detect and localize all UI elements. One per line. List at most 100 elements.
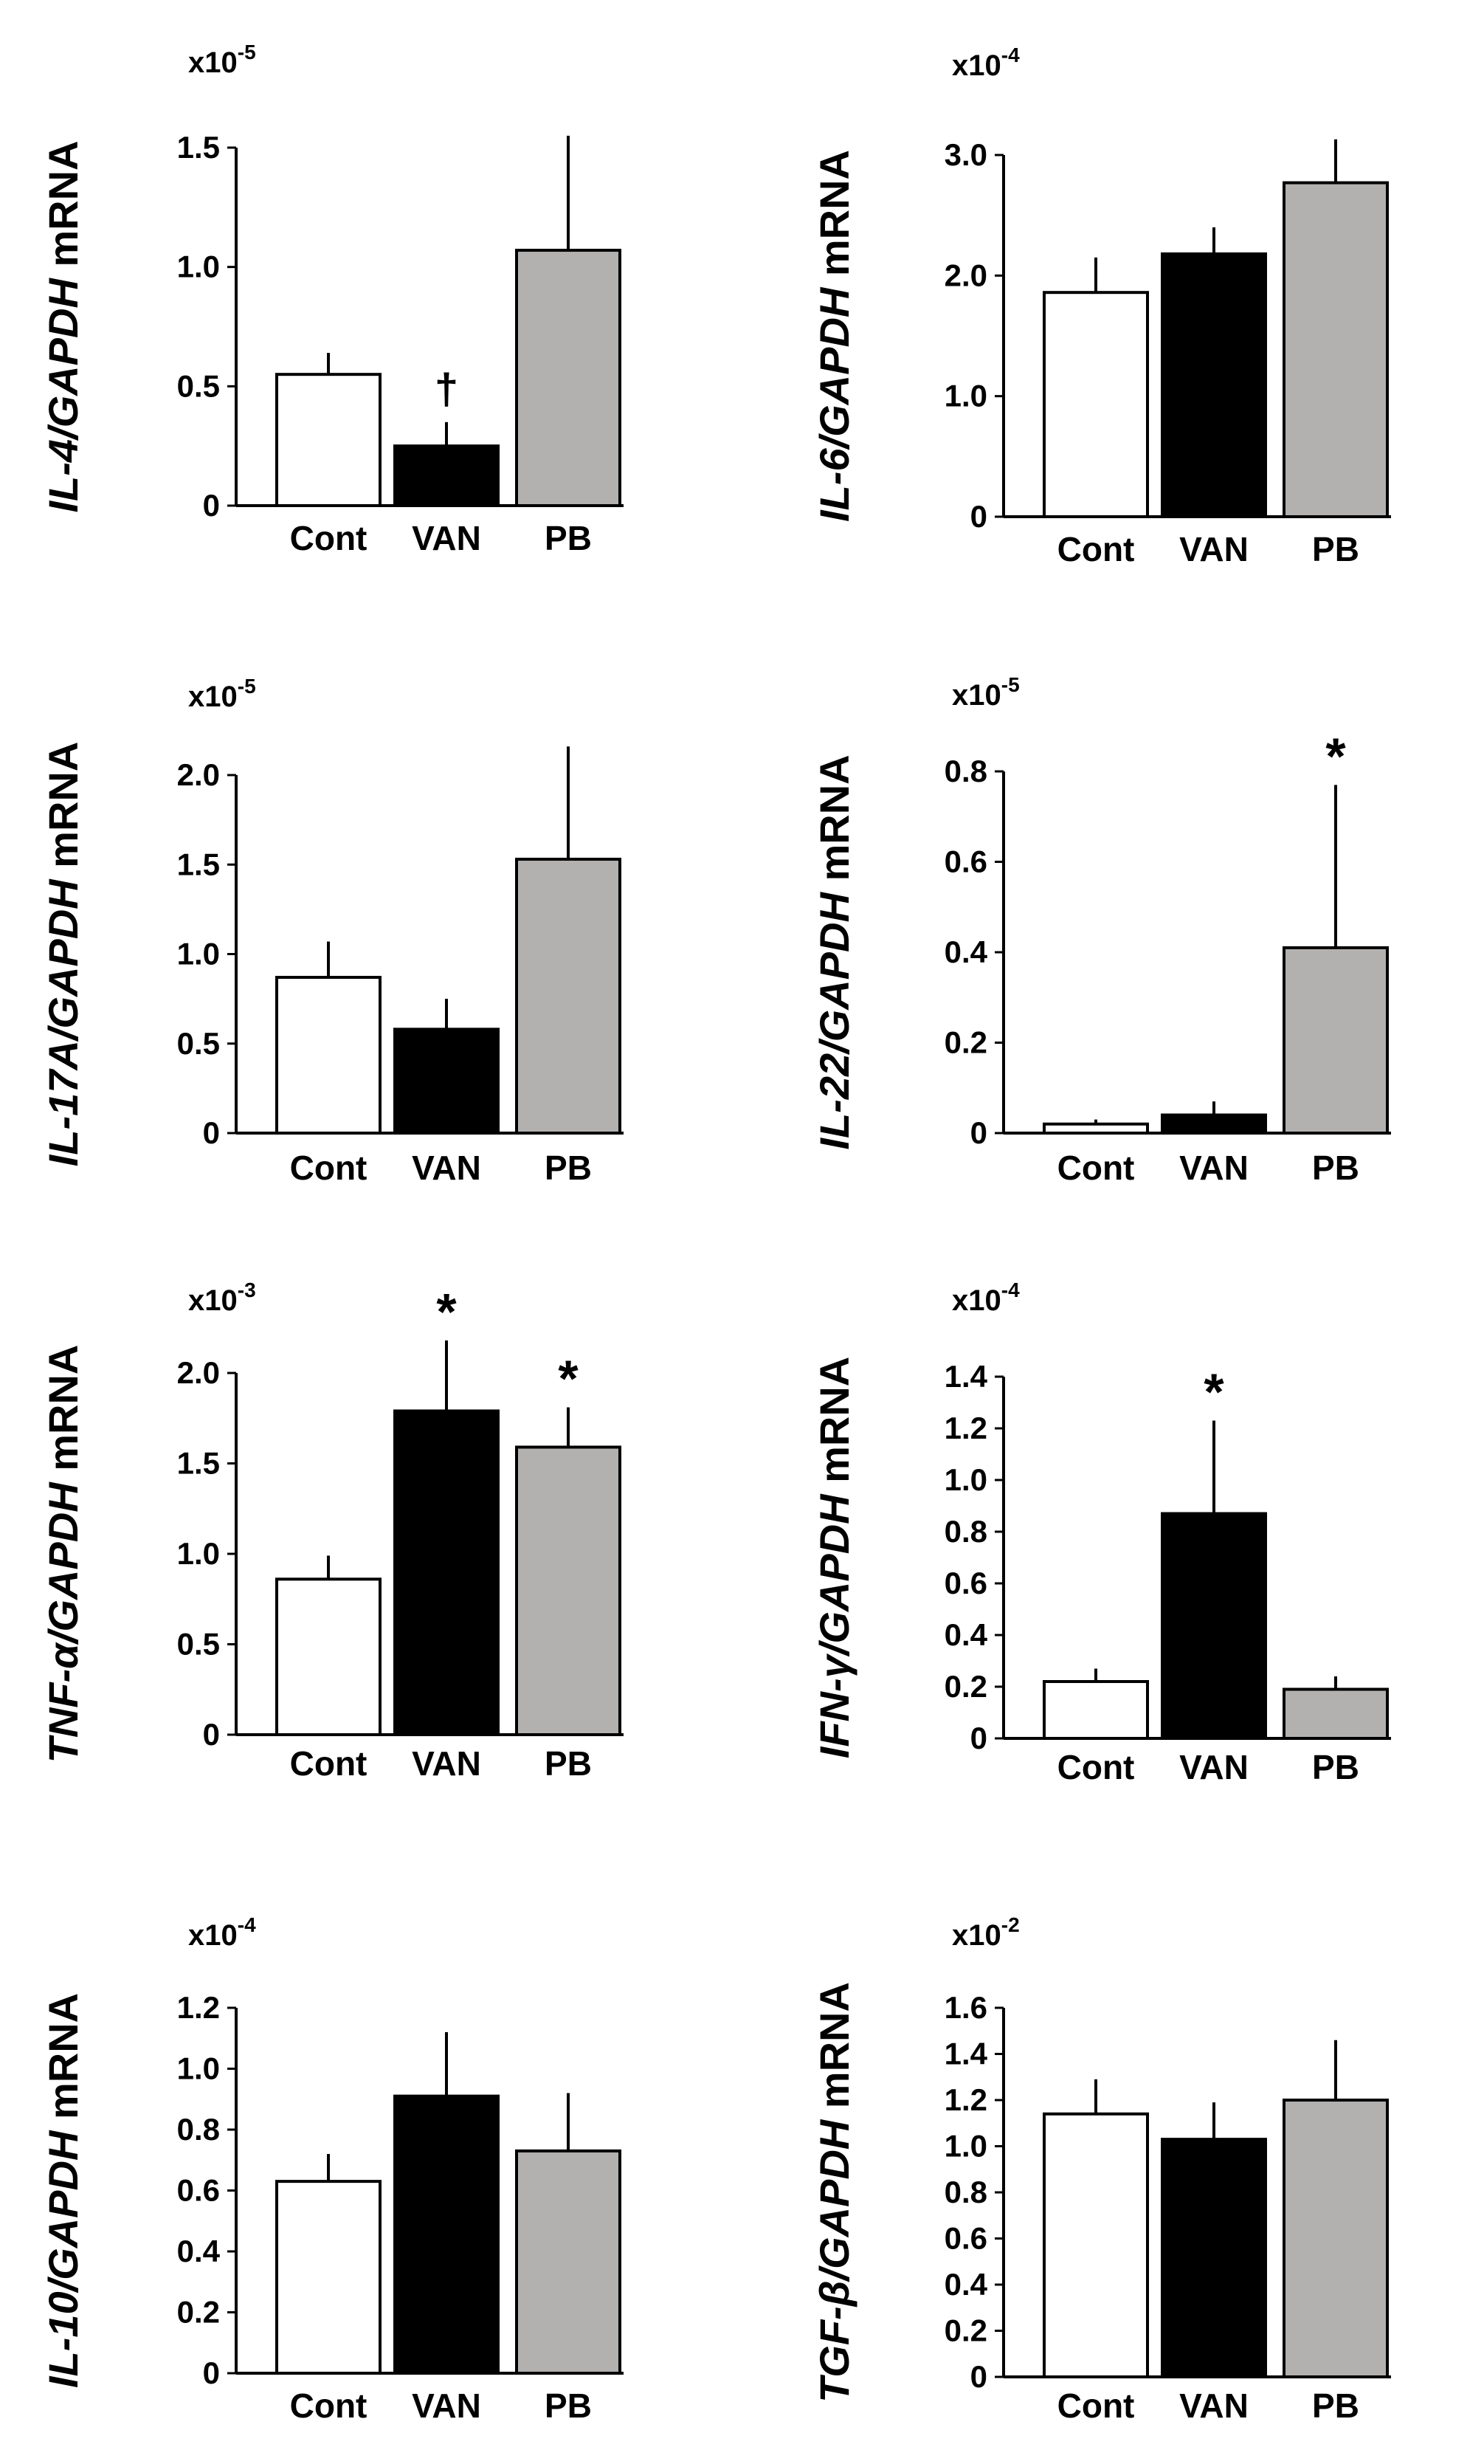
bar-pb [515,1445,621,1736]
scale-label: x10-4 [952,1279,1020,1317]
y-tick-label: 1.0 [945,2129,987,2164]
y-tick-label: 1.4 [945,1359,988,1394]
bar-pb [1283,181,1389,518]
y-tick-label: 2.0 [177,1355,220,1390]
y-tick-label: 0.2 [945,1669,987,1704]
significance-star: * [1204,1363,1224,1421]
x-tick-label: VAN [412,1149,481,1187]
chart-il17a: 0 0.5 1.0 1.5 2.0 Cont VAN PB x10-5 IL-17A/GAPDH … [40,675,624,1187]
x-tick-label: Cont [1057,1748,1135,1786]
bar-van [1161,1113,1267,1135]
scale-label: x10-5 [952,673,1020,712]
y-tick-label: 0 [970,2359,987,2394]
y-axis-label: TNF-α/GAPDH mRNA [40,1345,86,1763]
y-tick-label: 0.5 [177,1627,220,1662]
y-tick-label: 0.6 [945,1566,987,1600]
x-tick-label: PB [545,1744,592,1783]
y-tick-label: 0 [970,499,987,534]
y-tick-label: 0.8 [945,1514,987,1549]
scale-label: x10-3 [188,1279,256,1317]
y-tick-label: 0.4 [945,2267,988,2302]
x-tick-label: Cont [1057,530,1135,568]
bar-pb [515,857,621,1135]
bar-cont [275,976,382,1135]
significance-star: * [1325,727,1346,785]
x-tick-label: PB [1312,530,1359,568]
y-tick-label: 0.8 [945,2175,987,2209]
y-tick-label: 0 [203,2355,220,2390]
y-axis-label: IL-4/GAPDH mRNA [40,140,86,512]
bar-cont [1043,1122,1149,1135]
x-tick-label: Cont [1057,2386,1135,2425]
chart-il6: 0 1.0 2.0 3.0 Cont VAN PB x10-4 IL-6/GAPDH mRNA [811,44,1391,568]
scale-label: x10-4 [952,44,1020,82]
y-tick-label: 0.8 [945,754,987,788]
chart-ifn: 0 0.2 0.4 0.6 0.8 1.0 1.2 1.4 Cont VAN * PB x10-4 IFN… [811,1279,1391,1786]
bar-cont [1043,291,1149,518]
bar-cont [275,1577,382,1737]
x-tick-label: Cont [290,519,367,557]
y-axis-label: IL-6/GAPDH mRNA [811,150,857,522]
y-tick-label: 0.8 [177,2112,220,2147]
y-tick-label: 0.4 [945,1617,988,1652]
scale-label: x10-5 [188,41,256,79]
y-axis-label: IL-10/GAPDH mRNA [40,1993,86,2388]
y-tick-label: 0.6 [945,844,987,879]
bar-pb [515,2149,621,2375]
bar-cont [1043,1680,1149,1740]
y-tick-label: 0.4 [945,935,988,969]
bar-pb [515,249,621,507]
y-axis-label: TGF-β/GAPDH mRNA [811,1982,857,2403]
bar-van [1161,1512,1267,1740]
x-tick-label: PB [545,519,592,557]
y-tick-label: 0.2 [945,1025,987,1060]
chart-il22: 0 0.2 0.4 0.6 0.8 Cont VAN PB * x10-5 IL-22/GAPDH … [811,673,1391,1187]
x-tick-label: VAN [1179,1748,1249,1786]
chart-tnf: 0 0.5 1.0 1.5 2.0 Cont VAN * PB * x10-3 TNF-α/GAPDH… [40,1279,624,1783]
x-tick-label: PB [1312,1748,1359,1786]
chart-tgf: 0 0.2 0.4 0.6 0.8 1.0 1.2 1.4 1.6 Cont VAN PB x10-2 T… [811,1913,1391,2425]
y-tick-label: 1.6 [945,1990,987,2025]
bar-pb [1283,2099,1389,2378]
y-tick-label: 0.5 [177,368,220,403]
y-tick-label: 1.0 [945,1462,987,1497]
x-tick-label: PB [1312,1149,1359,1187]
x-tick-label: PB [545,1149,592,1187]
y-tick-label: 0 [970,1115,987,1150]
bar-cont [275,373,382,507]
y-tick-label: 0.2 [177,2295,220,2330]
y-tick-label: 3.0 [945,137,987,172]
bar-cont [1043,2112,1149,2378]
y-axis-label: IFN-γ/GAPDH mRNA [811,1357,857,1758]
y-tick-label: 1.0 [177,2051,220,2086]
y-tick-label: 1.2 [945,1411,987,1445]
x-tick-label: Cont [290,1149,367,1187]
y-tick-label: 0 [203,1717,220,1752]
bar-van [393,2094,500,2375]
y-tick-label: 1.2 [945,2082,987,2117]
y-tick-label: 1.5 [177,847,220,881]
scale-label: x10-5 [188,675,256,713]
x-tick-label: VAN [1179,1149,1249,1187]
y-tick-label: 1.5 [177,1446,220,1481]
x-tick-label: VAN [412,2386,481,2425]
significance-star: * [558,1350,579,1408]
bar-van [393,444,500,508]
y-tick-label: 2.0 [945,258,987,292]
y-tick-label: 0.5 [177,1026,220,1061]
x-tick-label: PB [545,2386,592,2425]
y-tick-label: 1.0 [177,250,220,284]
bar-van [1161,252,1267,518]
y-tick-label: 1.4 [945,2037,988,2071]
y-tick-label: 0.4 [177,2234,221,2268]
y-tick-label: 0.6 [177,2173,220,2208]
y-tick-label: 0 [203,488,220,523]
y-tick-label: 1.0 [177,937,220,971]
x-tick-label: Cont [1057,1149,1135,1187]
y-tick-label: 1.0 [177,1536,220,1571]
significance-star: * [436,1283,457,1341]
scale-label: x10-4 [188,1913,256,1952]
y-tick-label: 0.6 [945,2221,987,2256]
x-tick-label: VAN [1179,2386,1249,2425]
